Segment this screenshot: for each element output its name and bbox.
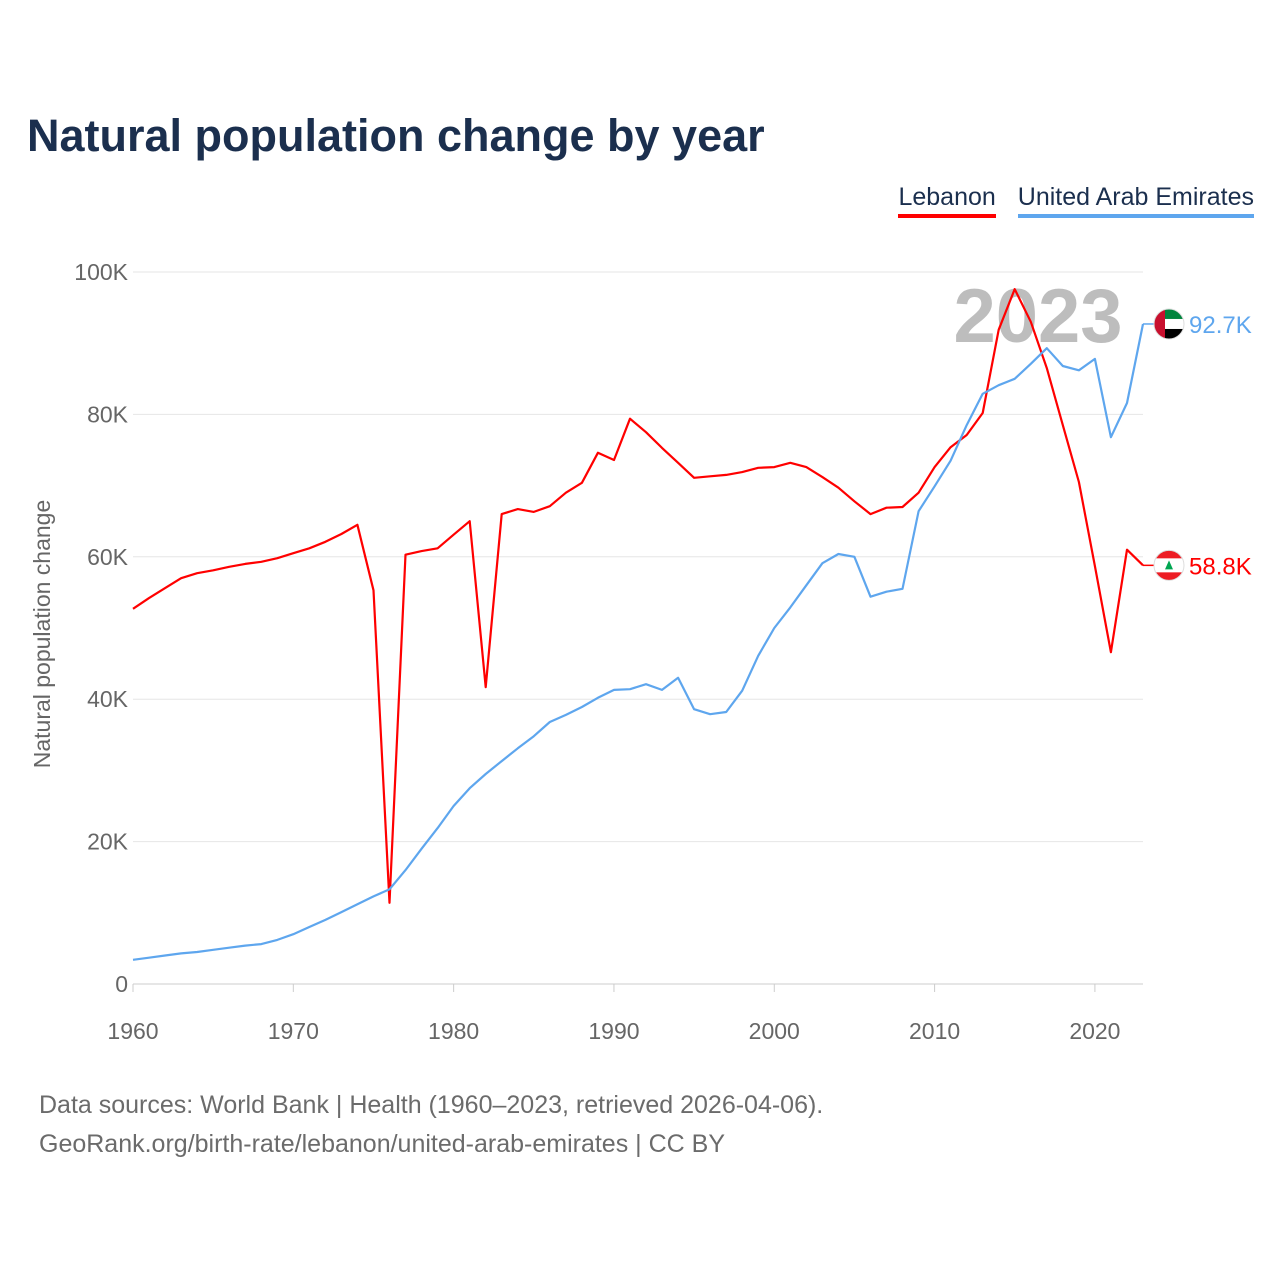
end-value-label: 92.7K: [1189, 312, 1252, 339]
year-label: 2023: [953, 274, 1122, 359]
y-tick-label: 100K: [74, 259, 128, 285]
data-sources: Data sources: World Bank | Health (1960–…: [39, 1091, 824, 1119]
y-axis-label: Natural population change: [29, 500, 55, 769]
flag-border: [1153, 308, 1185, 340]
chart-title: Natural population change by year: [27, 110, 765, 161]
footer: Data sources: World Bank | Health (1960–…: [39, 1086, 823, 1164]
flag-stripe: [1154, 318, 1184, 329]
uae-flag-icon: [1154, 308, 1184, 339]
end-value-label: 58.8K: [1189, 553, 1252, 580]
legend: Lebanon United Arab Emirates: [898, 183, 1254, 218]
flag-stripe: [1154, 308, 1184, 319]
x-tick-label: 2020: [1069, 1018, 1120, 1044]
source-link: GeoRank.org/birth-rate/lebanon/united-ar…: [39, 1130, 725, 1158]
flag-stripe: [1154, 328, 1184, 339]
legend-item-uae[interactable]: United Arab Emirates: [1017, 183, 1254, 218]
x-tick-label: 1980: [428, 1018, 479, 1044]
y-tick-label: 0: [115, 971, 128, 997]
y-tick-label: 20K: [87, 829, 129, 855]
x-tick-label: 1970: [268, 1018, 319, 1044]
cedar: [1165, 560, 1173, 570]
flag-border: [1153, 549, 1185, 581]
flag-stripe: [1154, 308, 1165, 339]
lebanon-flag-icon: [1154, 550, 1184, 581]
x-tick-label: 2010: [909, 1018, 960, 1044]
y-tick-label: 40K: [87, 686, 129, 712]
series-line-lebanon: [132, 288, 1144, 904]
x-tick-label: 1960: [107, 1018, 158, 1044]
y-tick-label: 80K: [87, 401, 129, 427]
legend-item-lebanon[interactable]: Lebanon: [898, 183, 996, 218]
series-line-uae: [132, 323, 1145, 961]
y-tick-label: 60K: [87, 544, 129, 570]
x-tick-label: 1990: [588, 1018, 639, 1044]
x-tick-label: 2000: [749, 1018, 800, 1044]
